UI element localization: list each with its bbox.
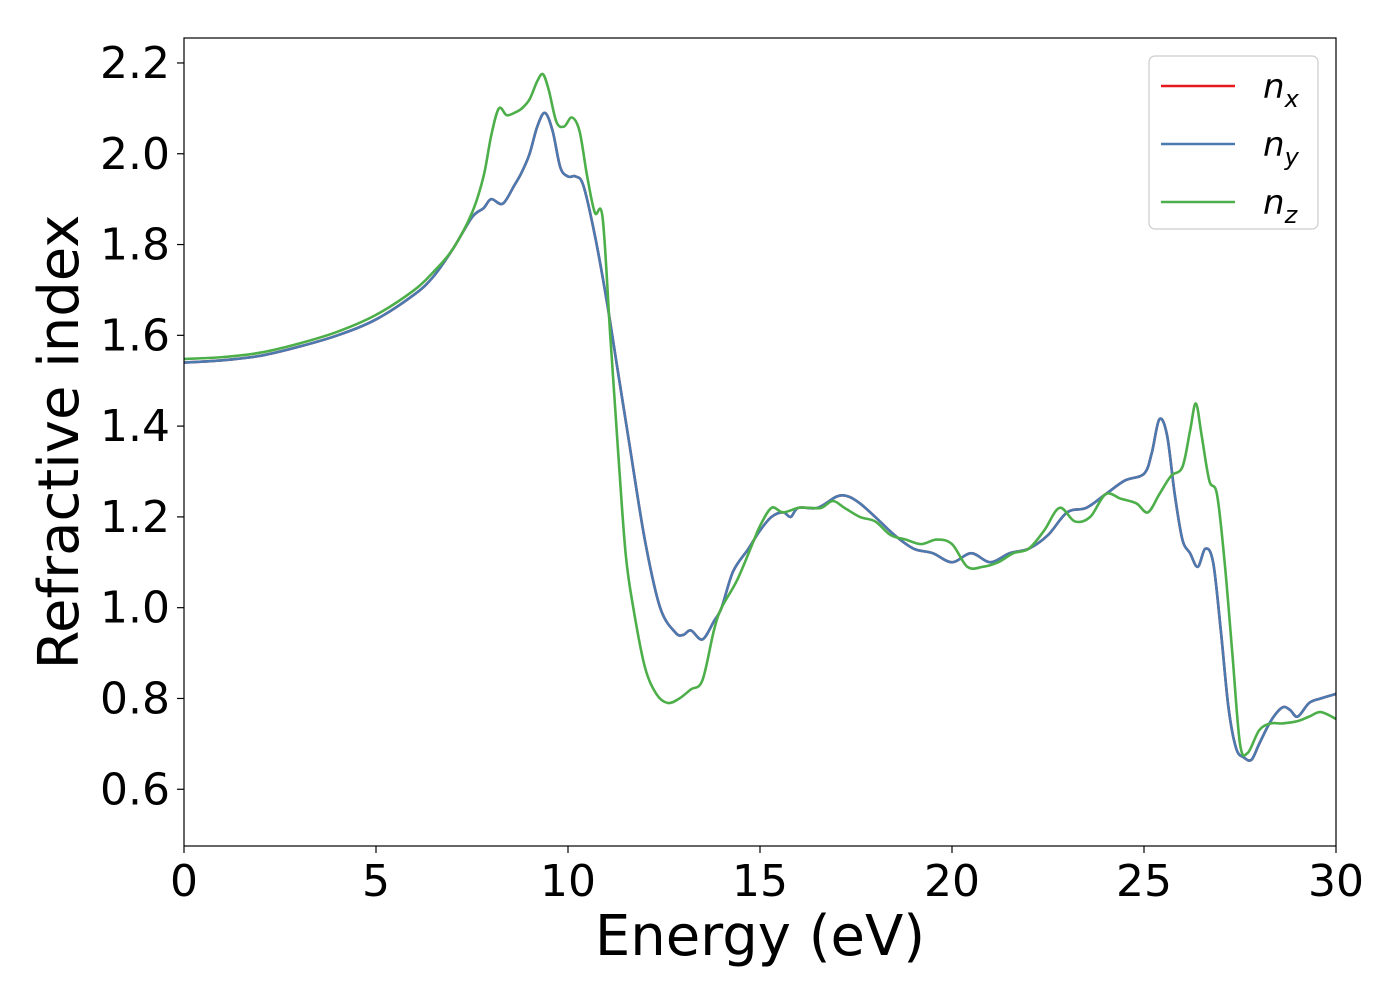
x-axis-label: Energy (eV) (595, 904, 925, 969)
y-tick-label: 1.4 (100, 401, 170, 452)
x-tick-label: 5 (362, 856, 390, 907)
legend-entry-nz: nz (1263, 183, 1299, 229)
y-tick-label: 2.0 (100, 129, 170, 180)
x-tick-label: 15 (732, 856, 788, 907)
legend-entry-ny: ny (1263, 125, 1300, 171)
series-line-nz (184, 72, 1336, 757)
y-tick-label: 0.6 (100, 764, 170, 815)
legend-entry-nx: nx (1263, 67, 1300, 113)
legend-box (1148, 55, 1319, 230)
y-tick-label: 1.8 (100, 220, 170, 271)
x-tick-label: 25 (1116, 856, 1172, 907)
y-tick-label: 0.8 (100, 673, 170, 724)
x-tick-label: 20 (924, 856, 980, 907)
y-axis-label: Refractive index (27, 215, 92, 670)
y-tick-label: 1.6 (100, 310, 170, 361)
y-tick-label: 1.2 (100, 492, 170, 543)
x-tick-label: 10 (540, 856, 596, 907)
y-tick-label: 1.0 (100, 583, 170, 634)
series-layer (184, 72, 1336, 762)
x-axis: 0 5 10 15 20 25 30 (170, 846, 1364, 907)
y-tick-label: 2.2 (100, 38, 170, 89)
legend: nx ny nz (1148, 55, 1319, 230)
x-tick-label: 30 (1308, 856, 1364, 907)
x-tick-label: 0 (170, 856, 198, 907)
y-axis: 0.6 0.8 1.0 1.2 1.4 1.6 1.8 2.0 2.2 (100, 38, 184, 815)
